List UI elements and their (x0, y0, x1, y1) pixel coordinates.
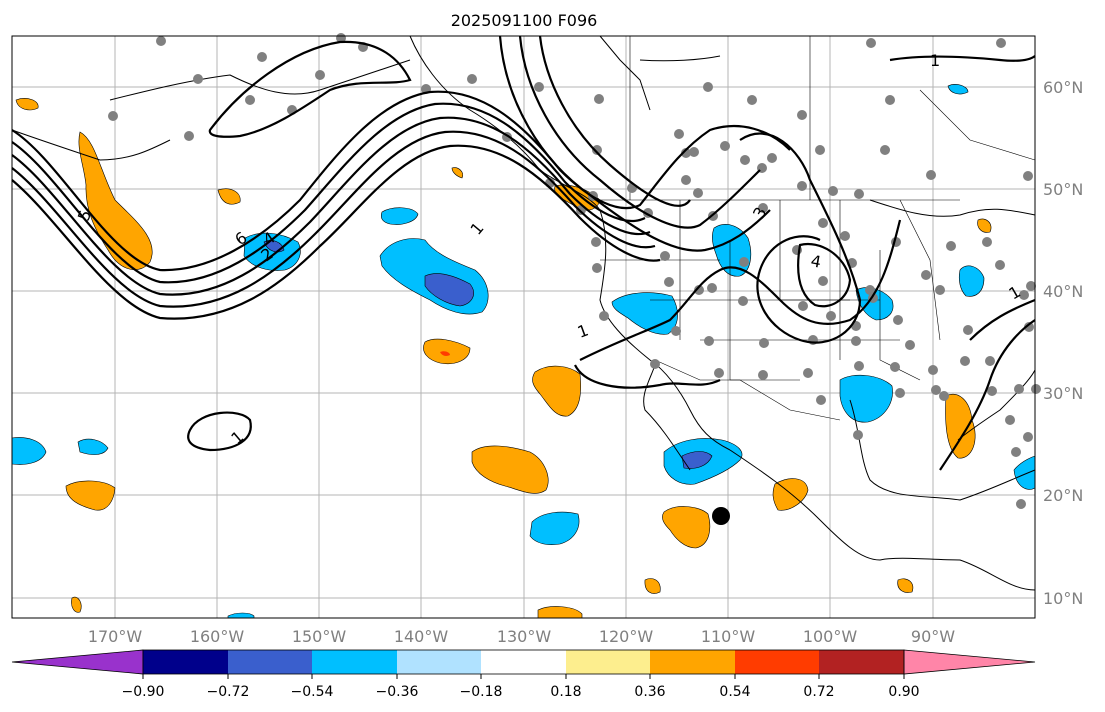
lon-label: 140°W (394, 627, 449, 646)
lon-label: 160°W (190, 627, 245, 646)
lat-label: 40°N (1043, 282, 1083, 301)
colorbar-frame (142, 649, 905, 675)
positive-anomaly (71, 596, 82, 613)
lat-label: 20°N (1043, 486, 1083, 505)
colorbar-bin (566, 650, 650, 674)
colorbar-bin (228, 650, 312, 674)
colorbar-bin (397, 650, 481, 674)
graticule (12, 36, 1035, 618)
negative-anomaly (11, 437, 47, 465)
contour-label: 1 (930, 51, 940, 70)
colorbar-label: −0.90 (122, 684, 165, 700)
colorbar-label: −0.72 (207, 684, 250, 700)
strong-negative-anomaly (424, 273, 474, 307)
negative-anomaly (947, 84, 969, 95)
positive-anomaly (897, 578, 914, 593)
lon-label: 150°W (292, 627, 347, 646)
colorbar-max-extension (903, 649, 1036, 675)
colorbar-label: 0.18 (550, 684, 581, 700)
colorbar-bin (481, 650, 566, 674)
lat-label: 60°N (1043, 78, 1083, 97)
lat-label: 10°N (1043, 589, 1083, 608)
contour-label: 4 (809, 251, 822, 271)
lat-label: 30°N (1043, 384, 1083, 403)
colorbar-label: 0.72 (803, 684, 834, 700)
latitude-labels: 60°N 50°N 40°N 30°N 20°N 10°N (1043, 78, 1083, 608)
negative-anomaly (529, 511, 580, 546)
colorbar-label: −0.36 (376, 684, 419, 700)
positive-anomaly (451, 167, 463, 179)
lon-label: 110°W (701, 627, 756, 646)
negative-anomaly (77, 438, 109, 455)
colorbar-min-extension (11, 649, 144, 675)
strong-positive-anomaly (440, 351, 450, 356)
negative-anomaly (380, 207, 419, 225)
colorbar-label: −0.54 (291, 684, 334, 700)
lon-label: 130°W (497, 627, 552, 646)
map-frame (11, 35, 1036, 619)
positive-anomaly (945, 394, 976, 459)
colorbar-label: 0.54 (719, 684, 750, 700)
lat-label: 50°N (1043, 180, 1083, 199)
positive-anomaly (217, 188, 241, 205)
colorbar-bin (650, 650, 735, 674)
positive-anomaly (644, 578, 661, 594)
lon-label: 100°W (803, 627, 858, 646)
map-title: 2025091100 F096 (451, 11, 598, 30)
height-contours (11, 35, 1036, 471)
longitude-labels: 170°W 160°W 150°W 140°W 130°W 120°W 110°… (88, 627, 955, 646)
negative-anomaly (958, 265, 985, 297)
positive-anomaly (65, 480, 116, 511)
lon-label: 170°W (88, 627, 143, 646)
positive-anomaly (532, 365, 581, 417)
colorbar-bin (735, 650, 819, 674)
colorbar-bin (312, 650, 397, 674)
lon-label: 90°W (911, 627, 955, 646)
strong-negative-anomaly (681, 451, 713, 469)
colorbar-label: 0.36 (634, 684, 665, 700)
positive-anomaly (662, 506, 711, 549)
storm-center-marker (712, 507, 730, 525)
positive-anomaly (977, 218, 992, 233)
colorbar-bin (143, 650, 228, 674)
lon-label: 120°W (599, 627, 654, 646)
colorbar-label: 0.90 (888, 684, 919, 700)
positive-anomaly (15, 98, 39, 111)
positive-anomaly (423, 338, 471, 365)
colorbar-bin (819, 650, 904, 674)
positive-anomaly (537, 606, 583, 619)
colorbar-label: −0.18 (460, 684, 503, 700)
colorbar: −0.90 −0.72 −0.54 −0.36 −0.18 0.18 0.36 … (11, 649, 1036, 700)
positive-anomaly (471, 445, 549, 494)
